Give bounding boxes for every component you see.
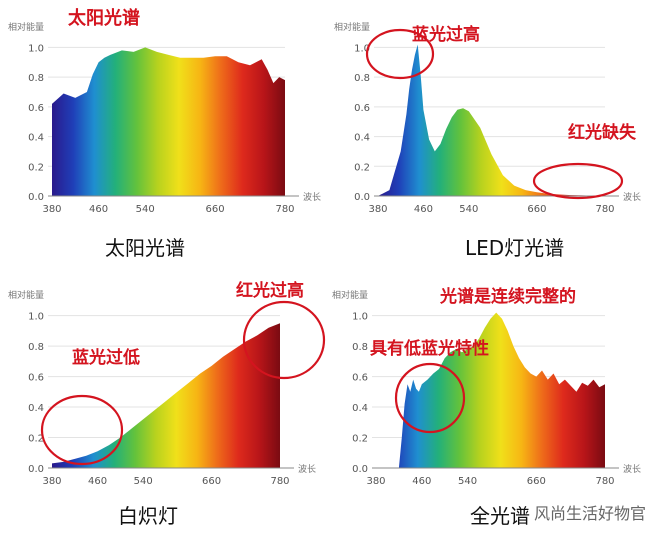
y-tick-label: 0.0 bbox=[28, 192, 44, 203]
y-tick-label: 0.8 bbox=[352, 342, 368, 353]
annotation-label: 蓝光过低 bbox=[72, 347, 140, 368]
chart-caption-sunlight: 太阳光谱 bbox=[105, 236, 185, 260]
x-tick-label: 660 bbox=[206, 204, 225, 215]
chart-sunlight: 相对能量 0.0 0.2 0.4 0.6 0.8 1.0 波长 380 460 540 660 780 太… bbox=[8, 7, 321, 215]
y-tick-label: 0.6 bbox=[28, 103, 44, 114]
annotation-circle bbox=[365, 28, 435, 80]
x-axis-label: 波长 bbox=[298, 463, 316, 475]
annotation-circle bbox=[242, 300, 326, 380]
chart-panel-incandescent: 相对能量 0.0 0.2 0.4 0.6 0.8 1.0 波长 380 460 540 660 780 红… bbox=[0, 268, 330, 536]
y-tick-label: 0.6 bbox=[354, 103, 370, 114]
chart-title: 太阳光谱 bbox=[68, 7, 140, 29]
chart-incandescent: 相对能量 0.0 0.2 0.4 0.6 0.8 1.0 波长 380 460 540 660 780 红… bbox=[8, 280, 326, 487]
chart-full-spectrum: 相对能量 0.0 0.2 0.4 0.6 0.8 1.0 波长 380 460 540 660 780 光… bbox=[332, 286, 641, 487]
x-tick-label: 380 bbox=[368, 204, 387, 215]
y-tick-label: 0.2 bbox=[354, 162, 370, 173]
annotation-label: 红光过高 bbox=[236, 280, 304, 301]
x-tick-label: 380 bbox=[366, 476, 385, 487]
x-axis-label: 波长 bbox=[303, 191, 321, 203]
spectrum-area bbox=[52, 323, 280, 468]
spectrum-area bbox=[378, 44, 605, 196]
y-tick-label: 0.6 bbox=[352, 373, 368, 384]
x-tick-label: 660 bbox=[202, 476, 221, 487]
y-tick-label: 1.0 bbox=[28, 312, 44, 323]
annotation-circle bbox=[532, 162, 624, 200]
y-tick-label: 1.0 bbox=[354, 43, 370, 54]
annotation-circle bbox=[40, 394, 124, 466]
annotation-label: 光谱是连续完整的 bbox=[439, 286, 576, 307]
x-tick-label: 540 bbox=[458, 476, 477, 487]
chart-panel-sunlight: 相对能量 0.0 0.2 0.4 0.6 0.8 1.0 波长 380 460 540 660 780 太… bbox=[0, 0, 330, 268]
x-axis-label: 波长 bbox=[623, 463, 641, 475]
annotation-circle bbox=[394, 362, 466, 434]
x-tick-label: 780 bbox=[595, 204, 614, 215]
x-axis-label: 波长 bbox=[623, 191, 641, 203]
x-tick-label: 660 bbox=[527, 204, 546, 215]
y-axis-label: 相对能量 bbox=[8, 21, 44, 33]
y-tick-label: 0.0 bbox=[352, 464, 368, 475]
y-tick-label: 0.8 bbox=[28, 342, 44, 353]
chart-led: 相对能量 0.0 0.2 0.4 0.6 0.8 1.0 波长 380 460 540 660 780 蓝… bbox=[334, 21, 641, 215]
y-tick-label: 0.2 bbox=[352, 434, 368, 445]
chart-panel-full-spectrum: 相对能量 0.0 0.2 0.4 0.6 0.8 1.0 波长 380 460 540 660 780 光… bbox=[330, 268, 660, 536]
x-tick-label: 540 bbox=[459, 204, 478, 215]
watermark: 风尚生活好物官 bbox=[533, 504, 646, 523]
x-tick-label: 460 bbox=[414, 204, 433, 215]
chart-caption-led: LED灯光谱 bbox=[465, 236, 565, 260]
y-tick-label: 1.0 bbox=[352, 312, 368, 323]
annotation-label: 蓝光过高 bbox=[412, 24, 480, 45]
x-tick-label: 460 bbox=[89, 204, 108, 215]
x-tick-label: 660 bbox=[527, 476, 546, 487]
y-tick-label: 0.6 bbox=[28, 373, 44, 384]
y-tick-label: 0.4 bbox=[28, 403, 44, 414]
x-tick-label: 460 bbox=[412, 476, 431, 487]
x-tick-label: 780 bbox=[595, 476, 614, 487]
spectrum-area bbox=[376, 312, 605, 468]
y-tick-label: 0.4 bbox=[352, 403, 368, 414]
x-tick-label: 540 bbox=[136, 204, 155, 215]
spectrum-area bbox=[52, 47, 285, 197]
x-tick-label: 380 bbox=[42, 476, 61, 487]
x-tick-label: 540 bbox=[134, 476, 153, 487]
y-axis-label: 相对能量 bbox=[8, 289, 44, 301]
y-tick-label: 0.2 bbox=[28, 162, 44, 173]
chart-caption-full-spectrum: 全光谱 bbox=[470, 504, 530, 528]
y-axis-label: 相对能量 bbox=[332, 289, 368, 301]
y-tick-label: 0.4 bbox=[28, 133, 44, 144]
x-tick-label: 780 bbox=[275, 204, 294, 215]
x-tick-label: 460 bbox=[88, 476, 107, 487]
y-tick-label: 0.4 bbox=[354, 133, 370, 144]
y-tick-label: 0.8 bbox=[354, 73, 370, 84]
x-tick-label: 780 bbox=[270, 476, 289, 487]
chart-panel-led: 相对能量 0.0 0.2 0.4 0.6 0.8 1.0 波长 380 460 540 660 780 蓝… bbox=[330, 0, 660, 268]
annotation-label: 具有低蓝光特性 bbox=[369, 338, 489, 359]
y-tick-label: 0.0 bbox=[354, 192, 370, 203]
y-tick-label: 0.0 bbox=[28, 464, 44, 475]
annotation-label: 红光缺失 bbox=[568, 122, 637, 143]
y-tick-label: 0.2 bbox=[28, 434, 44, 445]
y-tick-label: 1.0 bbox=[28, 43, 44, 54]
y-axis-label: 相对能量 bbox=[334, 21, 370, 33]
y-tick-label: 0.8 bbox=[28, 73, 44, 84]
x-tick-label: 380 bbox=[42, 204, 61, 215]
chart-caption-incandescent: 白炽灯 bbox=[118, 504, 178, 528]
